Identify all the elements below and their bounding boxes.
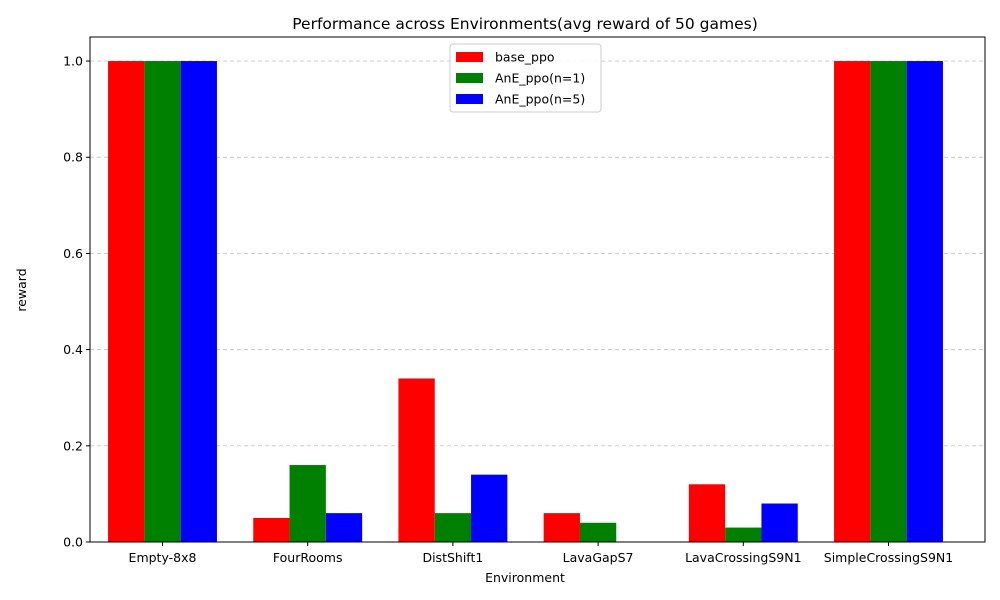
bars [108, 61, 943, 543]
x-axis: Empty-8x8 FourRooms DistShift1 LavaGapS7 Lav… [129, 542, 953, 565]
legend-label: AnE_ppo(n=1) [495, 71, 585, 86]
bar-AnE_ppo(n=5) [906, 61, 943, 543]
legend: base_ppo AnE_ppo(n=1) AnE_ppo(n=5) [449, 43, 602, 113]
bar-base_ppo [398, 378, 435, 542]
chart-title: Performance across Environments(avg rewa… [292, 15, 758, 33]
x-tick-label: SimpleCrossingS9N1 [824, 550, 953, 565]
x-tick-label: Empty-8x8 [129, 550, 197, 565]
legend-box [449, 43, 602, 113]
bar-AnE_ppo(n=5) [180, 61, 217, 543]
bar-base_ppo [108, 61, 145, 543]
y-tick-label: 0.2 [63, 438, 83, 453]
bar-AnE_ppo(n=1) [579, 522, 617, 542]
x-tick-label: LavaGapS7 [563, 550, 634, 565]
legend-swatch [456, 73, 483, 83]
x-tick-label: LavaCrossingS9N1 [685, 550, 801, 565]
y-tick-label: 0.0 [63, 535, 83, 550]
bar-AnE_ppo(n=1) [434, 513, 472, 542]
y-axis-label: reward [14, 268, 29, 311]
bar-AnE_ppo(n=5) [761, 503, 798, 542]
y-tick-label: 0.4 [63, 342, 83, 357]
y-axis: 0.0 0.2 0.4 0.6 0.8 1.0 [63, 54, 90, 550]
x-tick-label: DistShift1 [422, 550, 483, 565]
bar-AnE_ppo(n=1) [870, 61, 907, 543]
y-tick-label: 0.8 [63, 150, 83, 165]
legend-swatch [456, 52, 483, 62]
bar-AnE_ppo(n=5) [471, 474, 508, 542]
plot-frame [89, 36, 986, 543]
bar-AnE_ppo(n=1) [144, 61, 181, 543]
legend-label: AnE_ppo(n=5) [495, 92, 585, 107]
bar-base_ppo [834, 61, 871, 543]
legend-label: base_ppo [495, 50, 555, 65]
bar-base_ppo [543, 513, 580, 542]
bar-base_ppo [688, 484, 726, 542]
bar-base_ppo [253, 517, 290, 542]
bar-AnE_ppo(n=1) [289, 465, 326, 542]
legend-swatch [456, 94, 483, 104]
y-tick-label: 1.0 [63, 54, 83, 69]
x-axis-label: Environment [485, 570, 565, 585]
bar-AnE_ppo(n=5) [325, 513, 363, 542]
y-tick-label: 0.6 [63, 246, 83, 261]
bar-AnE_ppo(n=1) [725, 527, 762, 542]
x-tick-label: FourRooms [273, 550, 343, 565]
